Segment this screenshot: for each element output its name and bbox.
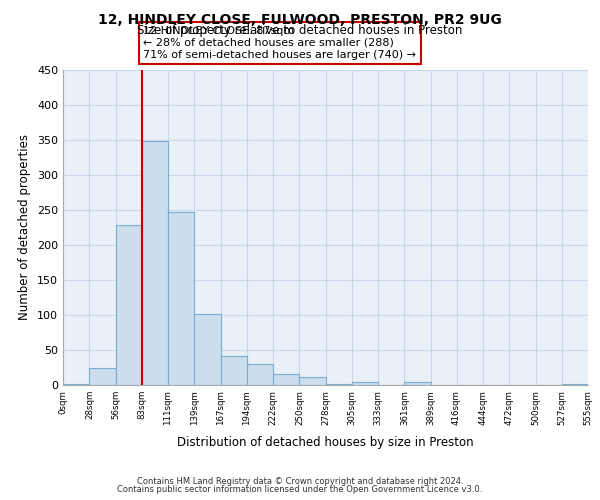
Bar (221, 356, 247, 385)
Text: Contains public sector information licensed under the Open Government Licence v3: Contains public sector information licen… (118, 485, 482, 494)
Bar (63, 384, 89, 385)
Bar (168, 212, 194, 385)
Bar (116, 226, 142, 385)
Text: Contains HM Land Registry data © Crown copyright and database right 2024.: Contains HM Land Registry data © Crown c… (137, 477, 463, 486)
Bar (247, 364, 273, 385)
X-axis label: Distribution of detached houses by size in Preston: Distribution of detached houses by size … (177, 436, 474, 449)
Bar (299, 378, 326, 385)
Bar (404, 382, 431, 385)
Text: 12 HINDLEY CLOSE: 87sqm
← 28% of detached houses are smaller (288)
71% of semi-d: 12 HINDLEY CLOSE: 87sqm ← 28% of detache… (143, 26, 416, 60)
Text: Size of property relative to detached houses in Preston: Size of property relative to detached ho… (137, 24, 463, 37)
Bar (194, 314, 221, 385)
Bar (562, 384, 588, 385)
Bar (352, 382, 378, 385)
Bar (142, 142, 168, 385)
Y-axis label: Number of detached properties: Number of detached properties (19, 134, 31, 320)
Text: 12, HINDLEY CLOSE, FULWOOD, PRESTON, PR2 9UG: 12, HINDLEY CLOSE, FULWOOD, PRESTON, PR2… (98, 12, 502, 26)
Bar (89, 368, 116, 385)
Bar (273, 374, 299, 385)
Bar (326, 384, 352, 385)
